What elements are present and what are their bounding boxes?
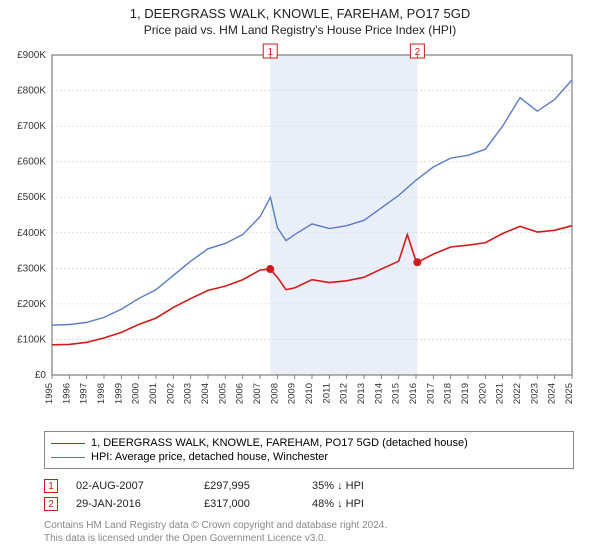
sale-date: 29-JAN-2016 (76, 498, 186, 510)
legend-label: 1, DEERGRASS WALK, KNOWLE, FAREHAM, PO17… (91, 437, 468, 449)
svg-text:1997: 1997 (79, 383, 90, 404)
svg-text:2017: 2017 (425, 383, 436, 404)
legend-item: 1, DEERGRASS WALK, KNOWLE, FAREHAM, PO17… (51, 436, 567, 450)
legend-swatch (51, 443, 85, 444)
svg-text:1995: 1995 (44, 383, 55, 404)
sales-table: 1 02-AUG-2007 £297,995 35% ↓ HPI 2 29-JA… (44, 477, 574, 513)
sale-row: 2 29-JAN-2016 £317,000 48% ↓ HPI (44, 495, 574, 513)
svg-text:£300K: £300K (17, 263, 46, 274)
svg-text:2002: 2002 (165, 383, 176, 404)
chart-title: 1, DEERGRASS WALK, KNOWLE, FAREHAM, PO17… (0, 6, 600, 21)
svg-text:£500K: £500K (17, 192, 46, 203)
svg-text:£800K: £800K (17, 86, 46, 97)
svg-text:£400K: £400K (17, 228, 46, 239)
svg-text:1999: 1999 (113, 383, 124, 404)
svg-text:2018: 2018 (443, 383, 454, 404)
attribution-line: Contains HM Land Registry data © Crown c… (44, 519, 574, 532)
svg-text:£200K: £200K (17, 299, 46, 310)
svg-text:£100K: £100K (17, 334, 46, 345)
svg-text:1998: 1998 (96, 383, 107, 404)
price-chart: £0 £100K £200K £300K £400K £500K £600K £700K £80… (10, 43, 590, 423)
chart-titles: 1, DEERGRASS WALK, KNOWLE, FAREHAM, PO17… (0, 0, 600, 37)
sale-delta: 48% ↓ HPI (312, 498, 364, 510)
svg-text:2010: 2010 (304, 383, 315, 404)
svg-text:2011: 2011 (321, 383, 332, 403)
svg-text:2019: 2019 (460, 383, 471, 404)
svg-text:£600K: £600K (17, 157, 46, 168)
sale-delta: 35% ↓ HPI (312, 480, 364, 492)
sale-badge: 2 (44, 497, 58, 511)
sale-badge: 1 (44, 479, 58, 493)
chart-subtitle: Price paid vs. HM Land Registry's House … (0, 23, 600, 37)
sale-date: 02-AUG-2007 (76, 480, 186, 492)
sale-price: £297,995 (204, 480, 294, 492)
svg-text:2024: 2024 (547, 383, 558, 404)
svg-text:1996: 1996 (61, 383, 72, 404)
svg-text:2006: 2006 (235, 383, 246, 404)
attribution-line: This data is licensed under the Open Gov… (44, 532, 574, 545)
legend: 1, DEERGRASS WALK, KNOWLE, FAREHAM, PO17… (44, 431, 574, 469)
svg-text:£700K: £700K (17, 121, 46, 132)
svg-text:2014: 2014 (373, 383, 384, 404)
svg-text:2007: 2007 (252, 383, 263, 404)
legend-item: HPI: Average price, detached house, Winc… (51, 450, 567, 464)
svg-text:2008: 2008 (269, 383, 280, 404)
svg-text:£900K: £900K (17, 50, 46, 61)
sale-row: 1 02-AUG-2007 £297,995 35% ↓ HPI (44, 477, 574, 495)
svg-text:2004: 2004 (200, 383, 211, 404)
svg-text:2012: 2012 (339, 383, 350, 404)
svg-text:2016: 2016 (408, 383, 419, 404)
svg-text:2021: 2021 (495, 383, 506, 404)
legend-label: HPI: Average price, detached house, Winc… (91, 451, 328, 463)
svg-text:2013: 2013 (356, 383, 367, 404)
legend-swatch (51, 457, 85, 458)
svg-text:2001: 2001 (148, 383, 159, 404)
attribution: Contains HM Land Registry data © Crown c… (44, 519, 574, 545)
svg-text:2009: 2009 (287, 383, 298, 404)
svg-text:2025: 2025 (564, 383, 575, 404)
svg-text:2022: 2022 (512, 383, 523, 404)
svg-text:2023: 2023 (529, 383, 540, 404)
svg-text:2000: 2000 (131, 383, 142, 404)
svg-text:2003: 2003 (183, 383, 194, 404)
svg-text:2020: 2020 (477, 383, 488, 404)
svg-text:2005: 2005 (217, 383, 228, 404)
sale-price: £317,000 (204, 498, 294, 510)
svg-text:£0: £0 (35, 370, 47, 381)
svg-text:2015: 2015 (391, 383, 402, 404)
